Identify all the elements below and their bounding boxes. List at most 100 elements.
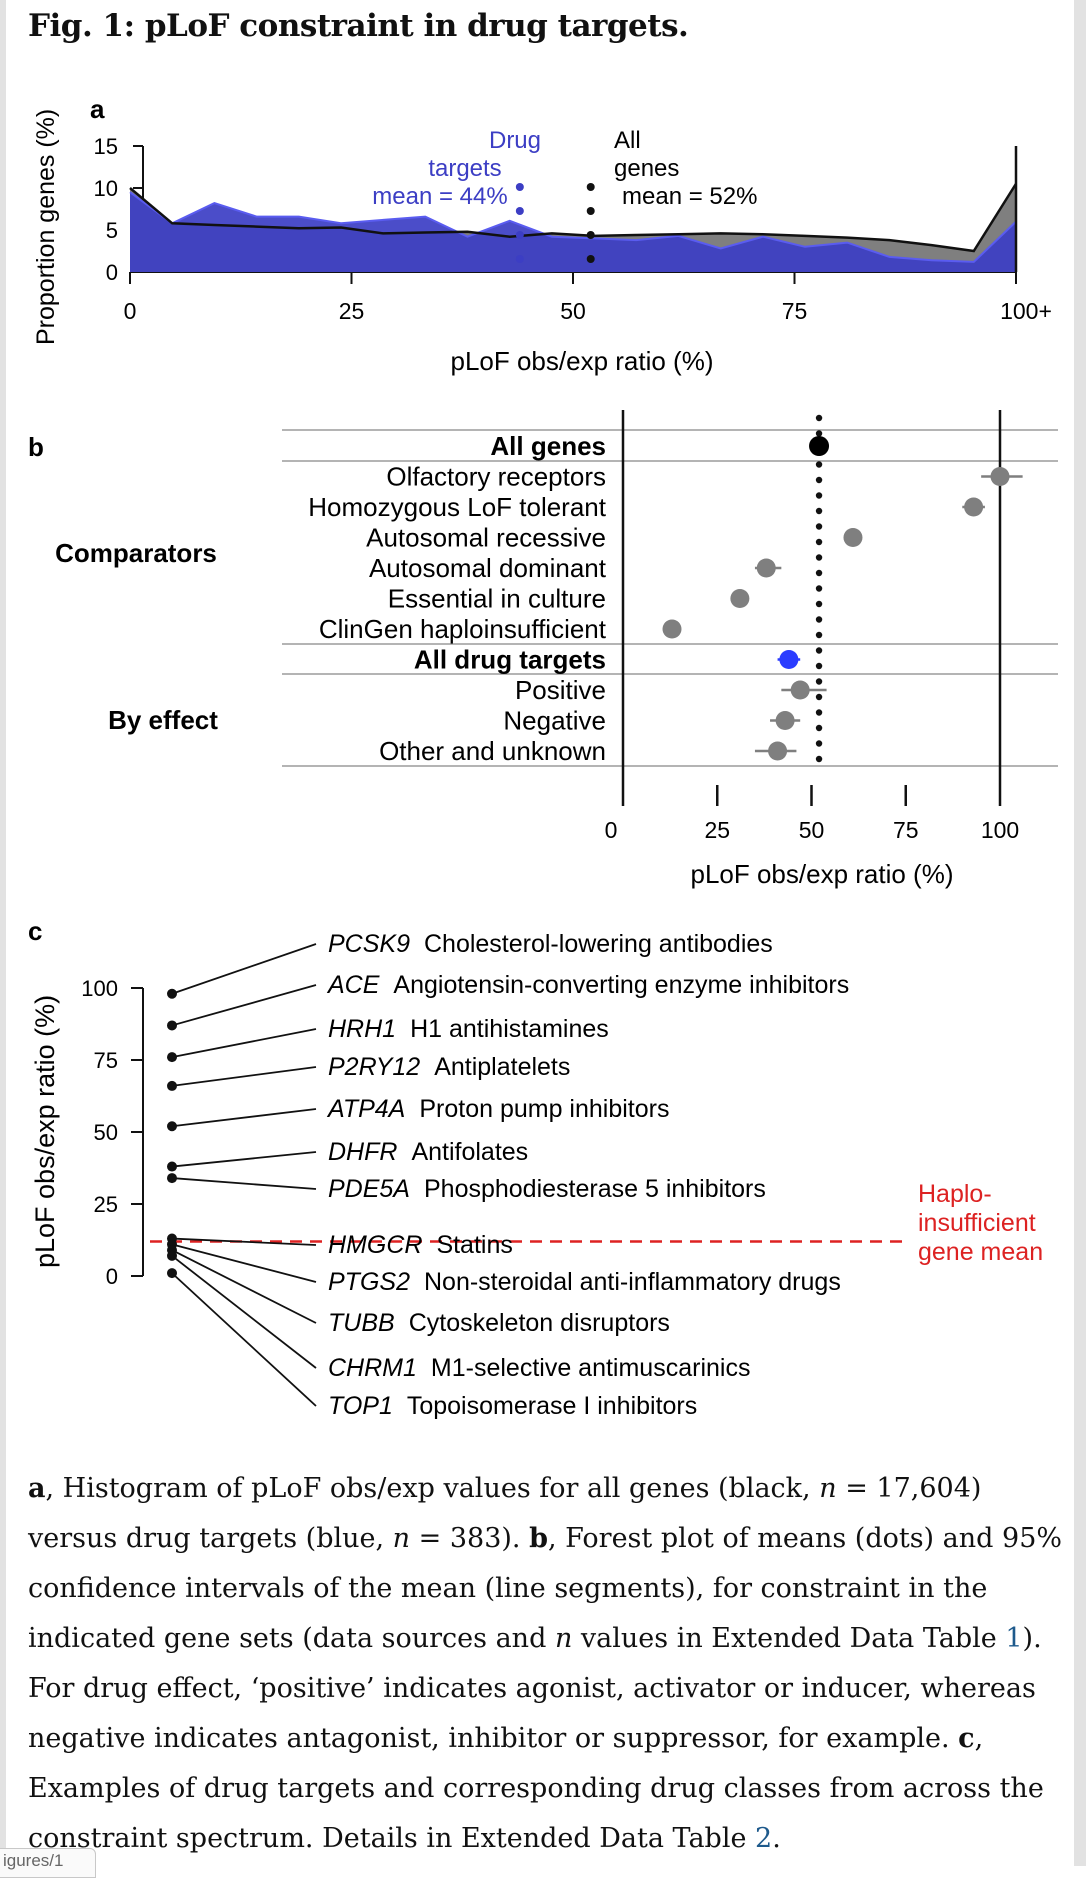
c-gene-label: ATP4A Proton pump inhibitors — [326, 1095, 669, 1123]
caption-a-text-2: = 17,604) versus drug targets (blue, — [28, 1473, 982, 1554]
extended-table-1-link[interactable]: 1 — [1005, 1623, 1023, 1654]
drug-mean-dot — [515, 231, 524, 239]
c-gene-dot — [167, 1080, 177, 1091]
drug-class: Cholesterol-lowering antibodies — [424, 930, 773, 958]
c-gene-label: PDE5A Phosphodiesterase 5 inhibitors — [328, 1175, 766, 1203]
c-gene-label: PCSK9 Cholesterol-lowering antibodies — [328, 930, 773, 958]
c-y-tick-label: 25 — [94, 1192, 118, 1217]
c-gene-dot — [167, 1173, 177, 1184]
c-y-tick-label: 75 — [94, 1048, 118, 1073]
b-row-label: All drug targets — [414, 645, 606, 675]
b-mean-dot — [815, 693, 823, 701]
caption-n-3: n — [554, 1623, 573, 1654]
drug-label-2: targets — [428, 155, 501, 182]
c-connector — [171, 1237, 317, 1246]
panel-b-xlabel: pLoF obs/exp ratio (%) — [690, 859, 953, 889]
b-mean-dot — [815, 647, 823, 654]
c-gene-label: TUBB Cytoskeleton disruptors — [328, 1309, 670, 1337]
c-gene-label: P2RY12 Antiplatelets — [328, 1053, 570, 1081]
c-y-tick-label: 50 — [94, 1120, 118, 1145]
c-connector — [171, 1249, 317, 1324]
panel-a-letter: a — [90, 94, 105, 124]
b-mean-dot — [815, 461, 823, 468]
c-connector — [171, 1243, 317, 1283]
a-x-tick-label: 0 — [124, 298, 137, 324]
caption-c-text-2: . — [772, 1823, 781, 1854]
b-mean-dot — [815, 740, 823, 747]
b-row-label: ClinGen haploinsufficient — [319, 614, 607, 644]
panel-a-xlabel: pLoF obs/exp ratio (%) — [450, 346, 713, 376]
b-row-label: Homozygous LoF tolerant — [308, 492, 606, 522]
extended-table-2-link[interactable]: 2 — [755, 1823, 773, 1854]
page-tab[interactable]: igures/1 — [0, 1848, 96, 1878]
c-gene-dot — [167, 1020, 177, 1031]
b-mean-dot — [815, 507, 823, 515]
b-row-mean — [662, 619, 682, 639]
b-row-mean — [779, 650, 799, 669]
b-row-mean — [964, 497, 984, 517]
a-x-tick-label: 75 — [782, 298, 808, 324]
caption-c-letter: c — [958, 1723, 975, 1754]
b-mean-dot — [815, 538, 823, 546]
c-gene-dot — [167, 1250, 177, 1261]
b-mean-dot — [815, 631, 823, 639]
b-mean-dot — [815, 678, 823, 685]
gene-symbol: HRH1 — [328, 1015, 396, 1043]
caption-b-text-1: , Forest plot of means (dots) and 95% co… — [28, 1523, 1063, 1654]
gene-symbol: PDE5A — [328, 1175, 410, 1203]
figure-graphic: a Proportion genes (%) 0 5 10 15 0 25 50 75 100… — [28, 94, 1058, 1420]
c-gene-dot — [167, 1052, 177, 1063]
all-label-1: All — [614, 127, 641, 154]
c-connector — [171, 1177, 317, 1190]
b-row-label: Olfactory receptors — [386, 462, 606, 492]
panel-c-ylabel: pLoF obs/exp ratio (%) — [30, 995, 60, 1268]
caption-a-text-1: , Histogram of pLoF obs/exp values for a… — [45, 1473, 820, 1504]
b-mean-dot — [815, 755, 823, 763]
gene-symbol: HMGCR — [328, 1231, 422, 1259]
panel-a-ylabel: Proportion genes (%) — [32, 109, 60, 345]
c-gene-label: TOP1 Topoisomerase I inhibitors — [328, 1392, 697, 1420]
gene-symbol: TUBB — [328, 1309, 395, 1337]
drug-class: M1-selective antimuscarinics — [431, 1354, 751, 1382]
c-gene-dot — [167, 1268, 177, 1279]
all-mean-dot — [586, 183, 595, 191]
panel-b-gridlines — [282, 429, 1058, 767]
b-row-label: All genes — [490, 431, 606, 461]
drug-class: Antiplatelets — [434, 1053, 570, 1081]
c-connector — [171, 1028, 317, 1059]
c-connector — [171, 1066, 317, 1087]
b-x-tick-label: 50 — [799, 817, 825, 843]
b-mean-dot — [815, 476, 823, 484]
drug-mean-dot — [515, 183, 524, 191]
caption-a-text-3: = 383). — [410, 1523, 530, 1554]
panel-c-y-axis: 0 25 50 75 100 — [81, 976, 144, 1289]
all-label-2: genes — [614, 155, 679, 182]
a-x-tick-label: 25 — [339, 298, 365, 324]
c-gene-dot — [167, 1161, 177, 1172]
panel-b-axes: 0 25 50 75 100 — [605, 410, 1019, 843]
gene-symbol: ATP4A — [326, 1095, 405, 1123]
b-x-tick-label: 25 — [704, 817, 730, 843]
c-connector — [171, 984, 317, 1027]
panel-a-mean-markers — [515, 183, 595, 263]
b-mean-dot — [815, 523, 823, 530]
c-connector — [171, 1151, 317, 1168]
b-mean-dot — [815, 414, 823, 422]
a-x-tick-label: 100+ — [1000, 298, 1052, 324]
caption-a-letter: a — [28, 1473, 46, 1504]
gene-symbol: PCSK9 — [328, 930, 410, 958]
caption-n-1: n — [819, 1473, 837, 1504]
caption-n-2: n — [392, 1523, 411, 1554]
c-gene-label: PTGS2 Non-steroidal anti-inflammatory dru… — [328, 1268, 841, 1296]
a-y-tick-label: 5 — [106, 218, 118, 243]
gene-symbol: PTGS2 — [328, 1268, 410, 1296]
all-label-3: mean = 52% — [622, 183, 757, 210]
panel-b-letter: b — [28, 432, 44, 462]
drug-mean-dot — [515, 255, 524, 263]
b-row-mean — [843, 528, 863, 547]
b-row-mean — [990, 467, 1010, 486]
haplo-label-2: insufficient — [918, 1209, 1036, 1237]
b-x-tick-label: 0 — [605, 817, 618, 843]
